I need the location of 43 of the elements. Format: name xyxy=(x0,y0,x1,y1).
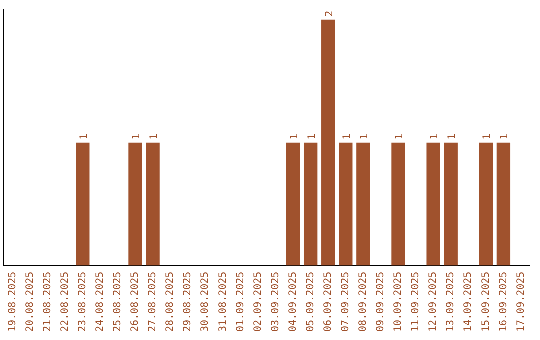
data-label: 2 xyxy=(324,10,336,17)
x-tick-label: 15.09.2025 xyxy=(480,272,492,332)
x-tick-label: 10.09.2025 xyxy=(393,272,404,332)
data-label: 1 xyxy=(430,134,441,140)
x-tick-label: 27.08.2025 xyxy=(148,272,159,332)
x-tick-label: 20.08.2025 xyxy=(24,272,36,332)
x-tick-label: 03.09.2025 xyxy=(270,272,282,332)
x-tick-label: 16.09.2025 xyxy=(498,272,510,332)
x-tick-label: 02.09.2025 xyxy=(252,272,264,332)
x-tick-label: 29.08.2025 xyxy=(182,272,194,332)
x-tick-label: 31.08.2025 xyxy=(218,272,229,332)
x-tick-label: 07.09.2025 xyxy=(340,272,352,332)
x-tick-label: 14.09.2025 xyxy=(463,272,474,332)
x-tick-label: 05.09.2025 xyxy=(305,272,316,332)
x-tick-label: 23.08.2025 xyxy=(77,272,88,332)
x-tick-label: 22.08.2025 xyxy=(60,272,71,332)
x-tick-label: 24.08.2025 xyxy=(95,272,106,332)
x-tick-label: 17.09.2025 xyxy=(516,272,527,332)
x-tick-label: 04.09.2025 xyxy=(288,272,299,332)
x-tick-label: 09.09.2025 xyxy=(376,272,387,332)
data-label: 1 xyxy=(447,134,458,140)
data-label: 1 xyxy=(132,134,142,140)
data-label: 1 xyxy=(149,134,160,140)
data-label: 1 xyxy=(359,134,370,140)
x-tick-label: 30.08.2025 xyxy=(200,272,212,332)
x-tick-label: 11.09.2025 xyxy=(410,272,422,332)
x-tick-label: 25.08.2025 xyxy=(112,272,124,332)
x-tick-label: 12.09.2025 xyxy=(428,272,440,332)
x-tick-label: 08.09.2025 xyxy=(358,272,370,332)
x-tick-label: 01.09.2025 xyxy=(235,272,246,332)
data-label: 1 xyxy=(394,134,406,140)
data-label: 1 xyxy=(306,134,318,140)
data-label: 1 xyxy=(482,134,494,140)
x-tick-label: 06.09.2025 xyxy=(322,272,334,332)
x-tick-label: 28.08.2025 xyxy=(165,272,176,332)
x-tick-label: 26.08.2025 xyxy=(130,272,142,332)
x-tick-label: 13.09.2025 xyxy=(446,272,457,332)
data-label: 1 xyxy=(78,134,90,140)
data-label: 1 xyxy=(500,134,511,140)
x-tick-label: 19.08.2025 xyxy=(7,272,18,332)
data-label: 1 xyxy=(342,134,353,140)
data-label: 1 xyxy=(289,134,300,140)
x-tick-label: 21.08.2025 xyxy=(42,272,54,332)
